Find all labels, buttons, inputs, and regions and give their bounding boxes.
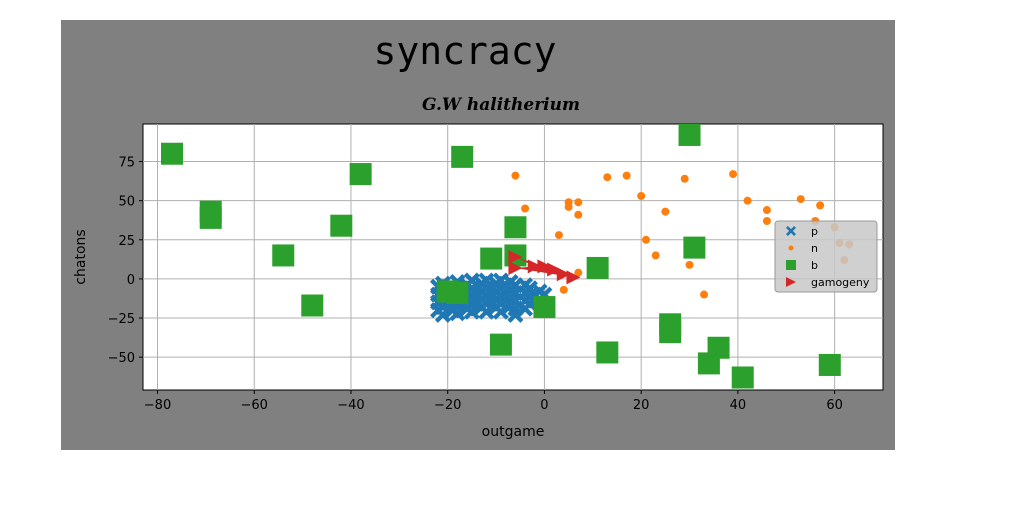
- data-point-n: [700, 290, 709, 299]
- tick-layer: −80 −60 −40 −20 0 20 40 60 −50 −25 0 25 50 75: [108, 156, 843, 413]
- data-point-b: [161, 142, 184, 165]
- data-point-p: [507, 306, 524, 323]
- data-point-n: [762, 217, 771, 226]
- chart-svg: syncracy G.W halitherium −80 −60 −40 −20 0 20…: [73, 29, 884, 440]
- x-tick-label: −60: [241, 398, 268, 413]
- data-point-b: [199, 206, 222, 229]
- data-point-n: [511, 171, 520, 180]
- data-point-b: [446, 281, 469, 304]
- data-point-gamogeny: [527, 259, 542, 274]
- data-point-b: [504, 216, 527, 239]
- series-gamogeny: [508, 250, 581, 285]
- data-point-p: [492, 303, 509, 320]
- y-axis-label: chatons: [73, 229, 89, 284]
- data-point-b: [533, 296, 556, 319]
- data-point-p: [434, 306, 451, 323]
- chart-title: syncracy: [373, 29, 556, 73]
- legend-label-b: b: [811, 259, 818, 272]
- y-tick-label: 75: [118, 156, 135, 171]
- data-layer: [161, 123, 854, 389]
- x-tick-label: 0: [540, 398, 548, 413]
- y-tick-label: −25: [108, 312, 135, 327]
- y-tick-label: 50: [118, 195, 135, 210]
- y-tick-label: 25: [118, 234, 135, 249]
- legend-marker-p: [786, 226, 796, 236]
- legend-marker-gamogeny: [786, 277, 796, 287]
- data-point-b: [596, 341, 619, 364]
- data-point-gamogeny: [556, 267, 571, 282]
- data-point-n: [685, 260, 694, 269]
- data-point-n: [816, 201, 825, 210]
- legend-label-p: p: [811, 225, 818, 238]
- data-point-b: [330, 214, 353, 237]
- data-point-gamogeny: [508, 260, 523, 275]
- data-point-p: [478, 303, 495, 320]
- data-point-n: [661, 207, 670, 216]
- data-point-gamogeny: [566, 270, 581, 285]
- x-tick-label: 60: [826, 398, 843, 413]
- data-point-b: [659, 321, 682, 344]
- data-point-n: [554, 231, 563, 240]
- legend-label-n: n: [811, 242, 818, 255]
- data-point-b: [586, 256, 609, 279]
- legend-label-gamogeny: gamogeny: [811, 276, 870, 289]
- chart-subtitle: G.W halitherium: [422, 95, 580, 115]
- data-point-b: [678, 123, 701, 146]
- series-b: [161, 123, 841, 389]
- data-point-p: [463, 303, 480, 320]
- x-tick-label: 20: [633, 398, 650, 413]
- data-point-n: [564, 202, 573, 211]
- data-point-gamogeny: [547, 262, 562, 277]
- x-tick-label: 40: [730, 398, 747, 413]
- data-point-gamogeny: [508, 250, 523, 264]
- chart-figure: syncracy G.W halitherium −80 −60 −40 −20 0 20…: [61, 20, 895, 450]
- data-point-n: [729, 170, 738, 179]
- y-tick-label: 0: [127, 273, 135, 288]
- data-point-b: [349, 163, 372, 186]
- data-point-n: [651, 251, 660, 260]
- data-point-n: [574, 268, 583, 277]
- data-point-n: [762, 206, 771, 215]
- data-point-b: [683, 236, 706, 259]
- x-axis-label: outgame: [482, 424, 545, 440]
- data-point-b: [301, 294, 324, 317]
- data-point-n: [559, 285, 568, 294]
- data-point-n: [574, 210, 583, 219]
- data-point-b: [489, 333, 512, 356]
- x-tick-label: −20: [434, 398, 461, 413]
- data-point-gamogeny: [537, 259, 552, 274]
- data-point-n: [680, 174, 689, 183]
- legend: pnb gamogeny: [774, 220, 878, 293]
- data-point-n: [642, 235, 651, 244]
- data-point-b: [480, 247, 503, 270]
- data-point-b: [451, 145, 474, 168]
- data-point-n: [637, 191, 646, 200]
- data-point-p: [449, 305, 466, 322]
- data-point-n: [622, 171, 631, 180]
- x-tick-label: −40: [337, 398, 364, 413]
- legend-marker-b: [786, 260, 796, 270]
- data-point-n: [603, 173, 612, 182]
- data-point-n: [521, 204, 530, 213]
- data-point-b: [818, 353, 841, 376]
- data-point-n: [574, 198, 583, 207]
- legend-box: [774, 220, 878, 293]
- data-point-n: [796, 195, 805, 204]
- data-point-n: [743, 196, 752, 205]
- x-tick-label: −80: [144, 398, 171, 413]
- data-point-b: [731, 366, 754, 389]
- data-point-b: [707, 336, 730, 359]
- data-point-b: [272, 244, 295, 267]
- legend-marker-n: [788, 245, 794, 251]
- y-tick-label: −50: [108, 351, 135, 366]
